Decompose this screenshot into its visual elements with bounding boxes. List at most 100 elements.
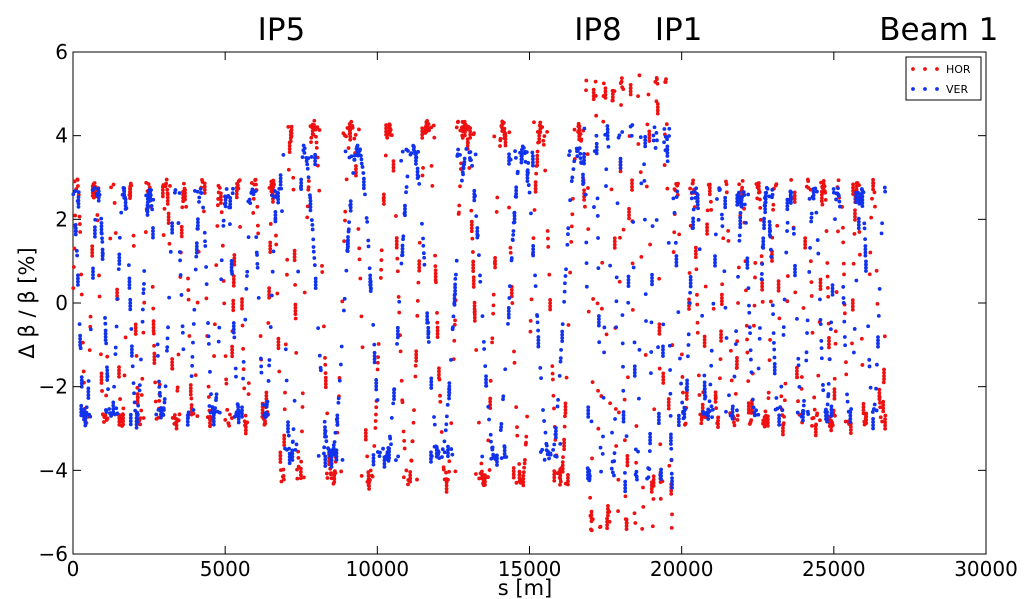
- series-hor-points: [71, 73, 888, 533]
- series-hor-point: [560, 460, 565, 465]
- series-hor-point: [379, 267, 384, 272]
- series-ver-point: [195, 226, 200, 231]
- series-ver-point: [594, 141, 599, 146]
- series-ver-point: [615, 201, 620, 206]
- series-hor-point: [456, 119, 461, 124]
- series-hor-point: [757, 190, 762, 194]
- series-ver-point: [93, 231, 97, 236]
- series-ver-point: [594, 151, 599, 156]
- series-hor-point: [179, 231, 184, 236]
- series-ver-point: [358, 153, 363, 158]
- series-ver-point: [382, 461, 387, 466]
- series-ver-point: [129, 350, 134, 355]
- series-ver-point: [702, 373, 707, 378]
- series-ver-point: [499, 425, 504, 430]
- series-ver-point: [403, 206, 407, 211]
- series-ver-point: [462, 159, 467, 164]
- series-ver-point: [416, 174, 421, 179]
- series-ver-point: [520, 150, 524, 155]
- series-ver-point: [754, 408, 759, 413]
- series-hor-point: [165, 192, 170, 197]
- series-ver-point: [132, 391, 136, 396]
- series-ver-point: [339, 344, 344, 349]
- series-hor-point: [529, 297, 534, 302]
- series-ver-point: [447, 387, 452, 392]
- series-hor-point: [568, 270, 573, 275]
- series-ver-point: [686, 343, 691, 347]
- series-ver-point: [231, 186, 235, 191]
- series-hor-point: [705, 231, 709, 236]
- series-ver-point: [594, 145, 599, 149]
- series-ver-point: [429, 450, 433, 455]
- series-ver-point: [231, 327, 236, 332]
- series-ver-point: [512, 220, 517, 225]
- series-ver-point: [676, 420, 681, 424]
- series-hor-point: [630, 307, 635, 312]
- series-hor-point: [152, 358, 157, 362]
- series-ver-point: [730, 413, 735, 418]
- series-hor-point: [167, 241, 172, 246]
- series-ver-point: [409, 151, 414, 156]
- series-ver-point: [429, 382, 434, 387]
- series-ver-point: [306, 175, 311, 180]
- series-ver-point: [514, 191, 519, 196]
- series-ver-point: [495, 459, 499, 464]
- series-ver-point: [103, 331, 108, 336]
- series-ver-point: [720, 224, 725, 229]
- series-hor-point: [756, 184, 761, 189]
- series-hor-point: [183, 191, 187, 195]
- series-hor-point: [781, 421, 786, 426]
- series-hor-point: [246, 392, 251, 396]
- series-hor-point: [670, 512, 674, 517]
- series-ver-point: [685, 388, 689, 392]
- series-hor-point: [191, 411, 196, 416]
- series-ver-point: [426, 335, 431, 340]
- series-ver-point: [151, 229, 155, 234]
- series-hor-point: [117, 368, 121, 373]
- series-ver-point: [815, 189, 819, 194]
- series-ver-point: [206, 341, 211, 346]
- series-ver-point: [99, 216, 104, 221]
- series-ver-point: [100, 236, 104, 241]
- series-ver-point: [825, 410, 829, 414]
- series-hor-point: [771, 207, 775, 212]
- series-hor-point: [524, 434, 529, 439]
- series-hor-point: [693, 248, 698, 253]
- series-ver-point: [490, 445, 495, 450]
- series-hor-point: [858, 252, 862, 257]
- series-ver-point: [105, 368, 110, 373]
- series-hor-point: [289, 124, 294, 129]
- series-ver-point: [785, 200, 790, 205]
- series-hor-point: [410, 439, 415, 444]
- series-ver-point: [313, 156, 318, 160]
- series-ver-point: [135, 417, 139, 421]
- series-ver-point: [700, 313, 705, 318]
- series-ver-point: [748, 331, 752, 336]
- series-ver-point: [313, 276, 318, 281]
- series-hor-point: [705, 225, 709, 230]
- series-hor-point: [321, 324, 326, 329]
- series-hor-point: [832, 376, 837, 381]
- series-hor-point: [750, 402, 754, 406]
- series-hor-point: [376, 342, 381, 346]
- series-ver-point: [723, 305, 728, 310]
- series-hor-point: [433, 274, 438, 279]
- series-hor-point: [121, 406, 126, 411]
- series-ver-point: [115, 297, 120, 301]
- series-ver-point: [802, 399, 806, 403]
- series-hor-point: [693, 255, 698, 260]
- series-ver-point: [128, 297, 133, 302]
- series-hor-point: [537, 133, 542, 138]
- series-hor-point: [610, 98, 615, 103]
- series-ver-point: [669, 435, 673, 440]
- series-hor-point: [652, 407, 657, 412]
- series-ver-point: [647, 449, 652, 454]
- series-hor-point: [548, 307, 553, 312]
- series-ver-point: [157, 390, 162, 395]
- series-ver-point: [425, 311, 430, 316]
- series-ver-point: [240, 405, 244, 410]
- series-ver-point: [302, 151, 307, 155]
- series-hor-point: [174, 423, 179, 428]
- series-ver-point: [665, 144, 670, 149]
- series-ver-point: [841, 296, 846, 300]
